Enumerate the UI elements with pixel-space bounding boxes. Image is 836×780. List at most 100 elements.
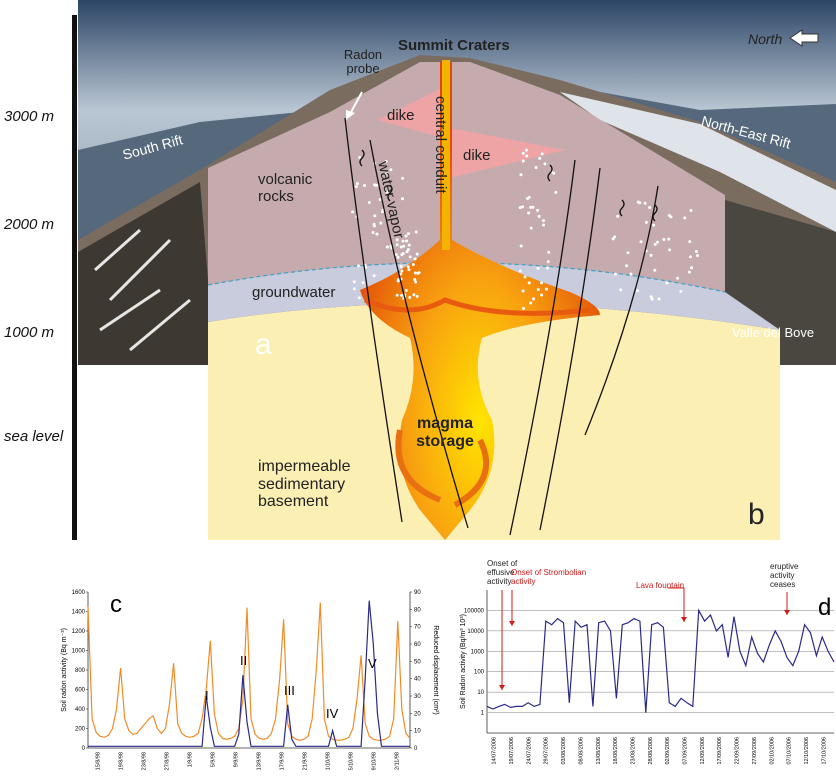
- panel-letter: a: [255, 328, 272, 361]
- vapor-dot: [406, 250, 409, 253]
- vapor-dot: [695, 250, 698, 253]
- vapor-dot: [415, 231, 418, 234]
- vapor-dot: [529, 302, 532, 305]
- vapor-dot: [400, 265, 403, 268]
- vapor-dot: [676, 277, 679, 280]
- groundwater-label: groundwater: [252, 285, 335, 302]
- vapor-dot: [543, 162, 546, 165]
- vapor-dot: [396, 294, 399, 297]
- vapor-dot: [536, 209, 539, 212]
- vapor-dot: [522, 159, 525, 162]
- vapor-dot: [412, 263, 415, 266]
- vapor-dot: [658, 297, 661, 300]
- vapor-dot: [353, 287, 356, 290]
- x-tick-label: 17/9/98: [280, 752, 286, 770]
- vapor-dot: [528, 281, 531, 284]
- vapor-dot: [629, 272, 632, 275]
- y-tick-label: 1: [481, 711, 485, 717]
- x-tick-label: 02/09/2006: [665, 737, 671, 765]
- x-tick-label: 23/8/98: [142, 752, 148, 770]
- vapor-dot: [540, 293, 543, 296]
- panel-letter: b: [748, 498, 765, 531]
- x-tick-label: 1/9/98: [188, 752, 194, 767]
- x-tick-label: 29/07/2006: [544, 737, 550, 765]
- vapor-dot: [546, 266, 549, 269]
- vapor-dot: [407, 265, 410, 268]
- y-tick-label: 1600: [72, 590, 86, 596]
- altitude-label: 1000 m: [4, 325, 54, 342]
- vapor-dot: [397, 256, 400, 259]
- y-tick-label: 600: [75, 688, 86, 694]
- altitude-label: 3000 m: [4, 109, 54, 126]
- x-tick-label: 23/08/2006: [630, 737, 636, 765]
- vapor-dot: [414, 281, 417, 284]
- y-tick-label: 800: [75, 668, 86, 674]
- vapor-dot: [363, 184, 366, 187]
- vapor-dot: [396, 243, 399, 246]
- x-tick-label: 13/9/98: [257, 752, 263, 770]
- vapor-dot: [373, 214, 376, 217]
- vapor-dot: [547, 260, 550, 263]
- vapor-dot: [520, 245, 523, 248]
- series-line: [88, 603, 410, 741]
- vapor-dot: [356, 182, 359, 185]
- y-axis-label: Soil Radon activity (Bq/m³ 10³): [460, 614, 467, 709]
- vapor-dot: [547, 251, 550, 254]
- vapor-dot: [527, 211, 530, 214]
- vapor-dot: [545, 288, 548, 291]
- vapor-dot: [416, 295, 419, 298]
- panel-letter: c: [110, 591, 122, 618]
- vapor-dot: [690, 266, 693, 269]
- y-tick-label: 1000: [72, 649, 86, 655]
- vapor-dot: [690, 209, 693, 212]
- vapor-dot: [521, 205, 524, 208]
- arrow-head: [681, 617, 687, 622]
- vapor-dot: [652, 224, 655, 227]
- x-tick-label: 24/07/2006: [526, 737, 532, 765]
- vapor-dot: [541, 152, 544, 155]
- vapor-dot: [667, 238, 670, 241]
- vapor-dot: [368, 201, 371, 204]
- x-tick-label: 07/10/2006: [787, 737, 793, 765]
- x-tick-label: 17/10/2006: [821, 737, 827, 765]
- vapor-dot: [644, 202, 647, 205]
- x-tick-label: 21/9/98: [303, 752, 309, 770]
- vapor-dot: [639, 240, 642, 243]
- vapor-dot: [666, 281, 669, 284]
- vapor-dot: [400, 246, 403, 249]
- vapor-dot: [351, 210, 354, 213]
- x-tick-label: 9/9/98: [234, 752, 240, 767]
- annotation: II: [240, 653, 247, 668]
- vapor-dot: [402, 240, 405, 243]
- vapor-dot: [538, 157, 541, 160]
- vapor-dot: [416, 253, 419, 256]
- summit-label: Summit Craters: [398, 38, 510, 55]
- vapor-dot: [405, 289, 408, 292]
- conduit-label: central conduit: [432, 96, 449, 194]
- vapor-dot: [402, 252, 405, 255]
- probe-label: Radon probe: [328, 48, 398, 77]
- x-tick-label: 14/07/2006: [492, 737, 498, 765]
- vapor-dot: [357, 264, 360, 267]
- x-tick-label: 12/09/2006: [700, 737, 706, 765]
- y-tick-label: 400: [75, 707, 86, 713]
- y-tick-label: 100: [474, 670, 485, 676]
- y-tick-label: 10000: [467, 629, 484, 635]
- vapor-dot: [355, 185, 358, 188]
- x-tick-label: 28/08/2006: [648, 737, 654, 765]
- y2-tick-label: 50: [414, 659, 421, 665]
- annotation: eruptive activity ceases: [770, 563, 812, 589]
- y2-tick-label: 30: [414, 694, 421, 700]
- annotation: III: [284, 683, 295, 698]
- y2-axis-label: Reduced displacement (cm²): [432, 625, 439, 714]
- vapor-dot: [540, 281, 543, 284]
- x-tick-label: 27/09/2006: [752, 737, 758, 765]
- vapor-dot: [529, 206, 532, 209]
- y2-tick-label: 90: [414, 590, 421, 596]
- vapor-dot: [396, 238, 399, 241]
- vapor-dot: [656, 241, 659, 244]
- vapor-dot: [648, 206, 651, 209]
- dike-label: dike: [463, 148, 491, 165]
- vapor-dot: [625, 264, 628, 267]
- vapor-dot: [400, 294, 403, 297]
